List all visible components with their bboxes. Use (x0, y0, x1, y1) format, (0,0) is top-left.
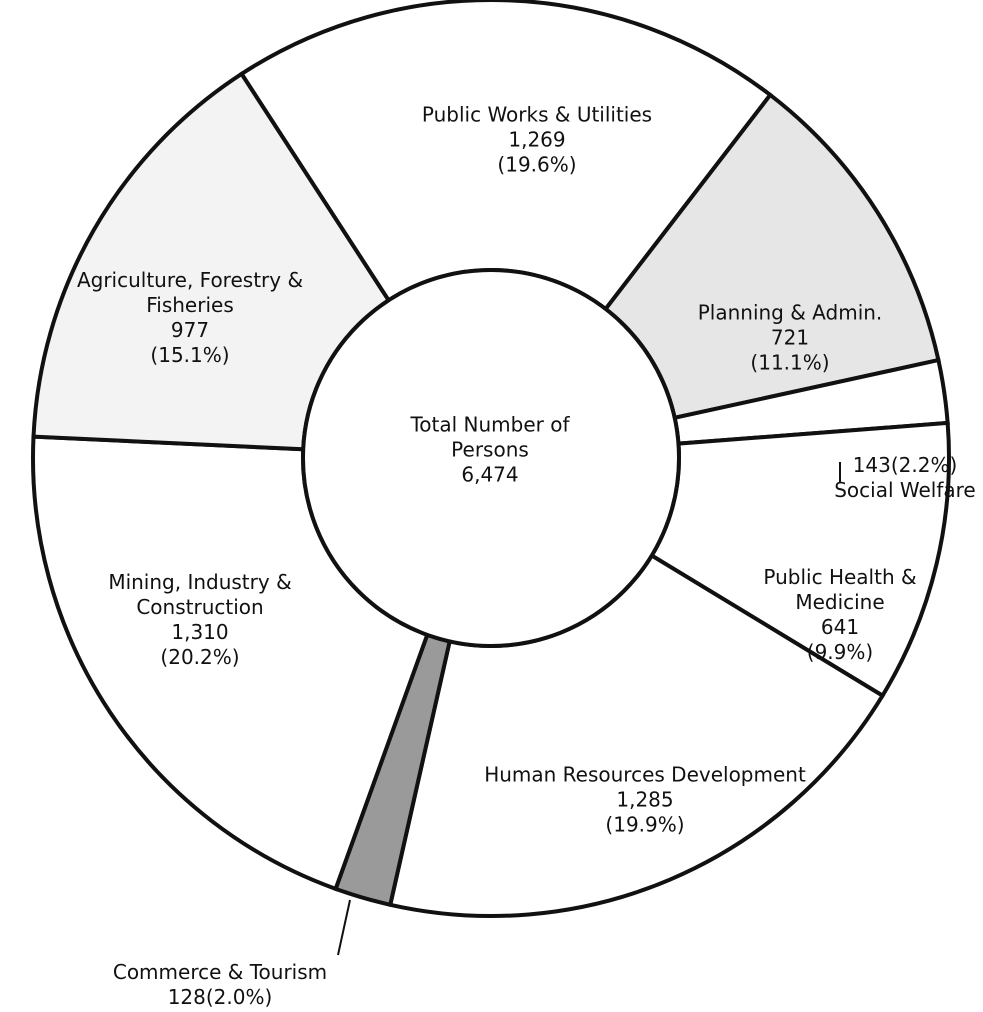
inner-circle (301, 268, 681, 648)
center-text: Total Number of Persons (410, 412, 570, 462)
percent-label: (19.6%) (497, 152, 577, 177)
value-label: 1,269 (508, 127, 566, 152)
value-label: 128 (167, 985, 206, 1009)
percent-label: (9.9%) (806, 640, 874, 664)
value-label: 1,285 (616, 787, 674, 812)
center-label: Total Number of Persons 6,474 (410, 413, 570, 488)
segment-label: Public Works & Utilities 1,269 (19.6%) (377, 103, 697, 178)
category-label: Social Welfare (834, 478, 976, 502)
category-label: Mining, Industry & Construction (108, 570, 292, 619)
segment-label: Human Resources Development 1,285 (19.9%) (435, 763, 855, 838)
value-label: 977 (170, 318, 210, 342)
segment-label: 143(2.2%) Social Welfare (820, 453, 983, 503)
leader-line (337, 899, 351, 956)
category-label: Public Works & Utilities (421, 102, 653, 127)
category-label: Commerce & Tourism (112, 960, 328, 984)
segment-label: Planning & Admin. 721 (11.1%) (690, 301, 890, 376)
segment-label: Mining, Industry & Construction 1,310 (20.… (70, 570, 330, 670)
total-label: 6,474 (461, 462, 519, 487)
percent-label: (15.1%) (150, 343, 230, 367)
category-label: Human Resources Development (484, 762, 806, 787)
percent-label: (11.1%) (750, 350, 830, 375)
category-label: Public Health & Medicine (763, 565, 917, 614)
percent-label: (19.9%) (605, 812, 685, 837)
value-label: 721 (770, 325, 810, 350)
value-line: 143(2.2%) (820, 453, 983, 478)
category-label: Planning & Admin. (697, 300, 883, 325)
percent-label: (20.2%) (160, 645, 240, 669)
percent-label: (2.0%) (205, 985, 273, 1009)
percent-label: (2.2%) (890, 453, 958, 477)
value-label: 641 (820, 615, 860, 639)
segment-label: Commerce & Tourism 128(2.0%) (70, 960, 370, 1010)
segment-label: Public Health & Medicine 641 (9.9%) (725, 565, 955, 665)
segment-label: Agriculture, Forestry & Fisheries 977 (15.… (60, 268, 320, 368)
value-line: 128(2.0%) (70, 985, 370, 1010)
category-label: Agriculture, Forestry & Fisheries (76, 268, 304, 317)
value-label: 143 (852, 453, 891, 477)
value-label: 1,310 (171, 620, 229, 644)
